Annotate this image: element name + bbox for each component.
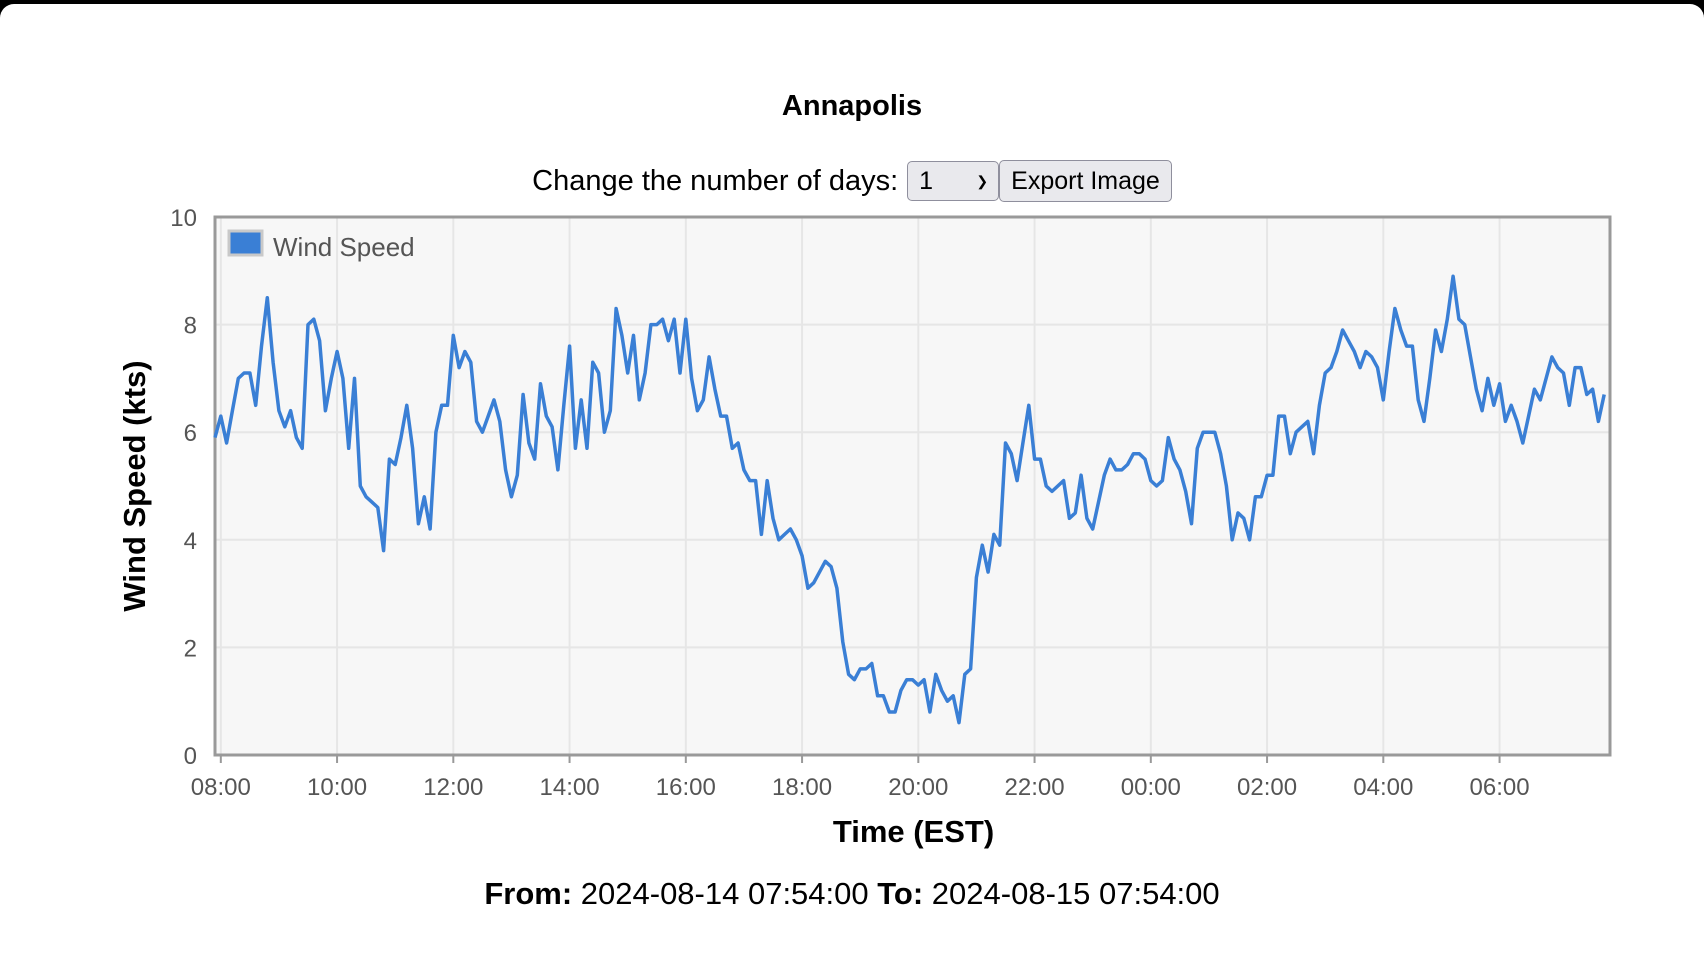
controls-bar: Change the number of days: 1 ❯ Export Im… [0, 160, 1704, 202]
legend-label: Wind Speed [273, 232, 415, 262]
x-tick-label: 02:00 [1237, 774, 1297, 801]
y-tick-label: 10 [170, 205, 197, 232]
x-tick-label: 04:00 [1353, 774, 1413, 801]
from-value: 2024-08-14 07:54:00 [580, 876, 869, 911]
plot-frame [213, 215, 1612, 757]
export-image-button[interactable]: Export Image [999, 160, 1172, 202]
x-tick-label: 22:00 [1005, 774, 1065, 801]
x-tick-label: 16:00 [656, 774, 716, 801]
x-tick-label: 14:00 [540, 774, 600, 801]
to-label: To: [877, 876, 924, 911]
legend: Wind Speed [227, 229, 415, 262]
x-tick-label: 06:00 [1470, 774, 1530, 801]
series-line-wind-speed [213, 274, 1606, 725]
chevron-down-icon: ❯ [976, 172, 989, 189]
days-select[interactable]: 1 ❯ [907, 161, 1000, 201]
legend-swatch [227, 229, 264, 257]
x-tick-label: 10:00 [307, 774, 367, 801]
y-tick-label: 6 [184, 420, 197, 447]
y-tick-label: 2 [184, 635, 197, 662]
days-label: Change the number of days: [532, 164, 899, 197]
x-tick-label: 20:00 [888, 774, 948, 801]
x-axis-label: Time (EST) [833, 814, 994, 849]
x-tick-label: 00:00 [1121, 774, 1181, 801]
to-value: 2024-08-15 07:54:00 [931, 876, 1220, 911]
date-range: From: 2024-08-14 07:54:00 To: 2024-08-15… [0, 876, 1704, 912]
chart-title: Annapolis [781, 90, 923, 122]
from-label: From: [484, 876, 573, 911]
x-axis: 08:00 10:00 12:00 14:00 16:00 18:00 20:00 22:00… [191, 755, 1530, 801]
x-tick-label: 18:00 [772, 774, 832, 801]
days-select-value: 1 [919, 166, 934, 195]
x-tick-label: 12:00 [423, 774, 483, 801]
y-axis: 0 2 4 6 8 10 [170, 205, 197, 770]
y-tick-label: 0 [184, 743, 197, 770]
y-tick-label: 4 [184, 528, 197, 555]
x-tick-label: 08:00 [191, 774, 251, 801]
y-axis-label: Wind Speed (kts) [117, 360, 152, 611]
y-tick-label: 8 [184, 313, 197, 340]
plot-area [215, 217, 1610, 755]
